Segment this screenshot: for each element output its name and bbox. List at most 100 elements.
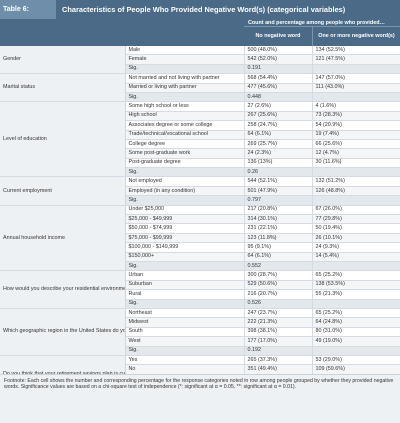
negative-cell: 121 (47.5%) bbox=[311, 54, 400, 65]
variable-name: Level of education bbox=[0, 101, 126, 178]
category-cell: Sig. bbox=[125, 167, 244, 178]
no-negative-cell: 222 (21.3%) bbox=[243, 317, 312, 328]
no-negative-cell: 64 (6.1%) bbox=[243, 130, 312, 140]
table-row: West 177 (17.0%) 49 (19.0%) bbox=[0, 336, 400, 347]
no-negative-cell: 501 (47.9%) bbox=[243, 186, 312, 197]
category-cell: High school bbox=[125, 111, 244, 122]
no-negative-cell: 265 (37.3%) bbox=[243, 355, 312, 366]
table-row: How would you describe your residential … bbox=[0, 270, 400, 309]
sig-row: Sig. 0.26 bbox=[0, 167, 400, 178]
column-header: Count and percentage among people who pr… bbox=[0, 19, 400, 46]
negative-cell: 55 (21.3%) bbox=[311, 289, 400, 300]
category-cell: Female bbox=[125, 54, 244, 65]
header-negative: One or more negative word(s) bbox=[312, 27, 400, 46]
no-negative-cell: 269 (25.7%) bbox=[243, 139, 312, 150]
no-negative-cell: 0.797 bbox=[243, 195, 312, 206]
header-subs: No negative word One or more negative wo… bbox=[244, 27, 400, 46]
no-negative-cell: 136 (13%) bbox=[243, 158, 312, 169]
table-row: Annual household income Under $25,000 217 … bbox=[0, 205, 400, 272]
table-row: Midwest 222 (21.3%) 64 (24.8%) bbox=[0, 317, 400, 328]
table-row: High school 267 (25.6%) 73 (28.3%) bbox=[0, 111, 400, 122]
table-row: $25,000 - $49,999 314 (30.1%) 77 (29.8%) bbox=[0, 214, 400, 225]
negative-cell bbox=[311, 195, 400, 206]
no-negative-cell: 247 (23.7%) bbox=[243, 308, 312, 319]
table-row: Suburban 529 (50.6%) 138 (53.5%) bbox=[0, 280, 400, 291]
no-negative-cell: 267 (25.6%) bbox=[243, 111, 312, 122]
table-row: Female 542 (52.0%) 121 (47.5%) bbox=[0, 54, 400, 65]
variable-name: Current employment bbox=[0, 176, 126, 206]
table-row: Trade/technical/vocational school 64 (6.1… bbox=[0, 130, 400, 140]
table-row: Some post-graduate work 24 (2.3%) 12 (4.7%… bbox=[0, 148, 400, 159]
negative-cell: 65 (25.2%) bbox=[311, 308, 400, 319]
category-cell: Not employed bbox=[125, 176, 244, 187]
table-row: Married or living with partner 477 (45.6%… bbox=[0, 83, 400, 93]
header-span: Count and percentage among people who pr… bbox=[244, 19, 400, 27]
negative-cell: 138 (53.5%) bbox=[311, 280, 400, 291]
footnote: Footnote: Each cell shows the number and… bbox=[0, 374, 400, 423]
category-cell: Not married and not living with partner bbox=[125, 73, 244, 84]
table-row: No 351 (49.4%) 109 (59.6%) bbox=[0, 364, 400, 375]
negative-cell bbox=[311, 167, 400, 178]
no-negative-cell: 0.552 bbox=[243, 261, 312, 272]
table-row: Marital status Not married and not living… bbox=[0, 73, 400, 103]
category-cell: Northeast bbox=[125, 308, 244, 319]
category-cell: Sig. bbox=[125, 195, 244, 206]
category-cell: College degree bbox=[125, 139, 244, 150]
no-negative-cell: 351 (49.4%) bbox=[243, 364, 312, 375]
no-negative-cell: 24 (2.3%) bbox=[243, 148, 312, 159]
table-row: South 398 (38.1%) 80 (31.0%) bbox=[0, 327, 400, 338]
variable-name: How would you describe your residential … bbox=[0, 270, 126, 309]
category-cell: Rural bbox=[125, 289, 244, 300]
category-cell: Urban bbox=[125, 270, 244, 281]
table-body: Gender Male 500 (48.0%) 134 (52.5%) Female 54… bbox=[0, 46, 400, 422]
sig-row: Sig. 0.797 bbox=[0, 195, 400, 206]
no-negative-cell: 314 (30.1%) bbox=[243, 214, 312, 225]
header-no-negative: No negative word bbox=[255, 32, 301, 39]
negative-cell: 134 (52.5%) bbox=[311, 46, 400, 56]
data-table: Gender Male 500 (48.0%) 134 (52.5%) Female 54… bbox=[0, 46, 400, 422]
negative-cell: 111 (43.0%) bbox=[311, 83, 400, 93]
table-row: $100,000 - $149,999 95 (9.1%) 24 (9.3%) bbox=[0, 242, 400, 253]
table-row: Rural 216 (20.7%) 55 (21.3%) bbox=[0, 289, 400, 300]
no-negative-cell: 258 (24.7%) bbox=[243, 120, 312, 131]
sig-row: Sig. 0.192 bbox=[0, 346, 400, 356]
negative-cell: 50 (19.4%) bbox=[311, 223, 400, 234]
table-row: $50,000 - $74,999 231 (22.1%) 50 (19.4%) bbox=[0, 223, 400, 234]
negative-cell: 147 (57.0%) bbox=[311, 73, 400, 84]
negative-cell: 26 (10.1%) bbox=[311, 233, 400, 244]
category-cell: Married or living with partner bbox=[125, 83, 244, 93]
category-cell: $75,000 - $99,999 bbox=[125, 233, 244, 244]
category-cell: Sig. bbox=[125, 261, 244, 272]
negative-cell: 14 (5.4%) bbox=[311, 252, 400, 263]
table-title: Characteristics of People Who Provided N… bbox=[62, 5, 346, 14]
category-cell: Sig. bbox=[125, 346, 244, 356]
no-negative-cell: 0.526 bbox=[243, 299, 312, 309]
category-cell: No bbox=[125, 364, 244, 375]
no-negative-cell: 477 (45.6%) bbox=[243, 83, 312, 93]
category-cell: Sig. bbox=[125, 299, 244, 309]
negative-cell: 126 (48.8%) bbox=[311, 186, 400, 197]
table-row: $75,000 - $99,999 123 (11.8%) 26 (10.1%) bbox=[0, 233, 400, 244]
table-row: Do you think that your retirement saving… bbox=[0, 355, 400, 394]
category-cell: Male bbox=[125, 46, 244, 56]
no-negative-cell: 0.191 bbox=[243, 64, 312, 75]
variable-name: Marital status bbox=[0, 73, 126, 103]
negative-cell: 12 (4.7%) bbox=[311, 148, 400, 159]
no-negative-cell: 216 (20.7%) bbox=[243, 289, 312, 300]
no-negative-cell: 95 (9.1%) bbox=[243, 242, 312, 253]
negative-cell bbox=[311, 346, 400, 356]
no-negative-cell: 0.26 bbox=[243, 167, 312, 178]
table-row: Gender Male 500 (48.0%) 134 (52.5%) bbox=[0, 46, 400, 75]
category-cell: $150,000+ bbox=[125, 252, 244, 263]
negative-cell bbox=[311, 92, 400, 103]
no-negative-cell: 231 (22.1%) bbox=[243, 223, 312, 234]
header-right: Count and percentage among people who pr… bbox=[244, 19, 400, 46]
variable-name: Annual household income bbox=[0, 205, 126, 272]
header-blank bbox=[0, 19, 244, 46]
no-negative-cell: 123 (11.8%) bbox=[243, 233, 312, 244]
negative-cell: 24 (9.3%) bbox=[311, 242, 400, 253]
no-negative-cell: 0.448 bbox=[243, 92, 312, 103]
category-cell: Trade/technical/vocational school bbox=[125, 130, 244, 140]
sig-row: Sig. 0.448 bbox=[0, 92, 400, 103]
